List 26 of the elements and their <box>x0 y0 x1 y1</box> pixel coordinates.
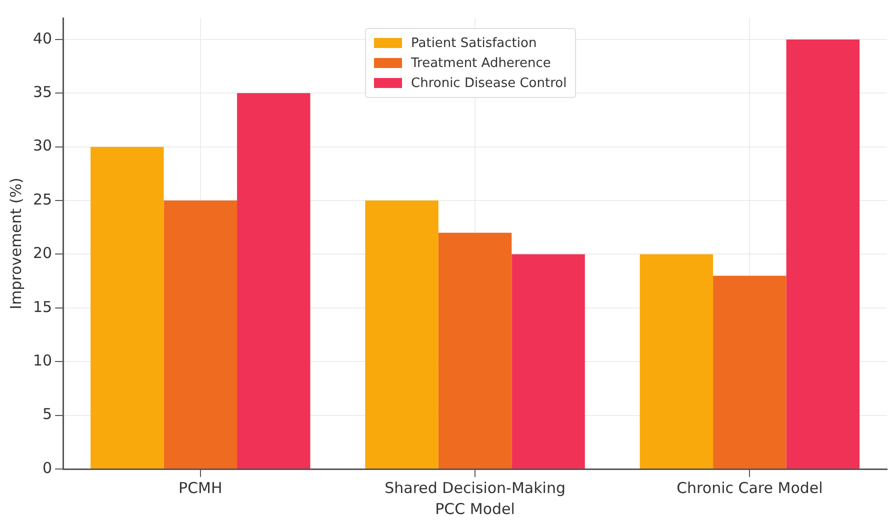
y-axis-title: Improvement (%) <box>6 178 25 310</box>
bar <box>90 146 164 468</box>
bar <box>713 276 786 468</box>
y-tick-label: 35 <box>32 83 52 102</box>
legend-label: Chronic Disease Control <box>411 76 567 90</box>
legend-label: Patient Satisfaction <box>411 36 537 50</box>
x-tick-label: Shared Decision-Making <box>384 478 566 497</box>
bar <box>786 39 860 468</box>
x-axis-title: PCC Model <box>435 500 515 518</box>
y-tick-label: 30 <box>32 136 52 155</box>
bar <box>164 200 238 468</box>
y-tick-label: 10 <box>32 352 52 370</box>
bar <box>640 254 714 468</box>
legend-label: Treatment Adherence <box>411 56 551 70</box>
y-tick-label: 5 <box>42 405 52 424</box>
y-tick-label: 15 <box>32 298 52 316</box>
y-tick-label: 0 <box>42 458 52 477</box>
bar <box>438 232 512 468</box>
y-tick-label: 25 <box>32 190 52 208</box>
bar <box>512 254 585 468</box>
y-tick-label: 40 <box>32 29 52 48</box>
bar <box>237 93 310 468</box>
x-tick-label: PCMH <box>178 478 222 497</box>
y-tick-label: 20 <box>32 244 52 262</box>
x-tick-label: Chronic Care Model <box>676 478 823 497</box>
bar <box>365 200 438 468</box>
